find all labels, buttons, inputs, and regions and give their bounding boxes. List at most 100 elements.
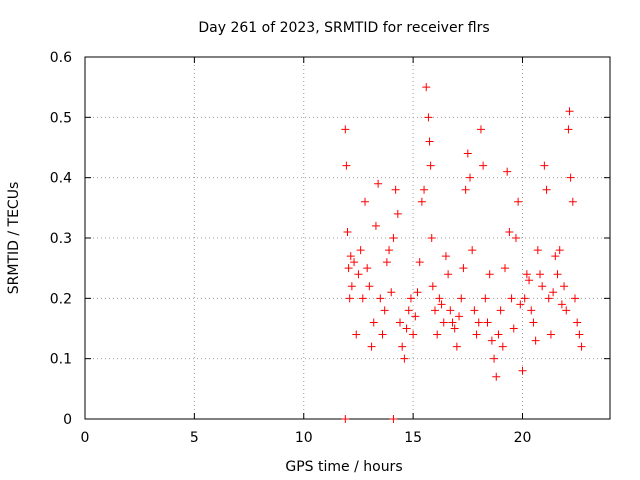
y-tick-label: 0.3 <box>50 231 72 247</box>
data-point <box>538 282 547 291</box>
data-point <box>562 306 571 315</box>
data-point <box>341 415 350 423</box>
data-point <box>424 113 433 122</box>
data-point <box>483 318 492 327</box>
data-point <box>427 234 436 242</box>
data-point <box>549 288 558 297</box>
data-point <box>571 294 579 303</box>
data-point <box>533 246 542 255</box>
data-point <box>380 306 389 315</box>
data-point <box>352 330 361 339</box>
data-point <box>459 264 468 273</box>
data-point <box>361 197 369 206</box>
data-point <box>503 167 512 176</box>
plot-frame <box>84 56 611 420</box>
data-point <box>490 354 499 363</box>
data-point <box>470 306 479 315</box>
data-point <box>378 330 387 339</box>
data-point <box>371 221 380 230</box>
data-point <box>365 282 374 291</box>
data-point <box>485 270 494 279</box>
data-point <box>551 252 560 261</box>
data-point <box>509 324 518 333</box>
data-point <box>564 125 573 134</box>
data-point <box>479 161 488 170</box>
chart-title: Day 261 of 2023, SRMTID for receiver flr… <box>198 20 489 36</box>
data-point <box>566 173 575 182</box>
data-point <box>481 294 490 303</box>
data-point <box>400 354 409 363</box>
data-point <box>557 300 566 309</box>
data-point <box>439 318 448 327</box>
data-point <box>498 342 507 351</box>
axis-ticks: 0 5 10 15 20 0 0.1 0.2 0.3 0.4 0.5 0.6 <box>50 50 610 446</box>
x-tick-label: 20 <box>514 430 532 446</box>
data-point <box>347 282 356 291</box>
series-srmtid <box>341 83 586 381</box>
x-axis-label: GPS time / hours <box>285 459 402 475</box>
data-point <box>450 324 459 333</box>
data-point <box>461 185 470 194</box>
x-tick-label: 15 <box>404 430 422 446</box>
data-point <box>391 185 400 194</box>
data-point <box>544 294 553 303</box>
data-point <box>393 209 402 218</box>
data-point <box>420 185 429 194</box>
x-tick-label: 10 <box>295 430 313 446</box>
y-tick-label: 0.6 <box>50 50 72 66</box>
data-point <box>402 324 411 333</box>
data-point <box>542 185 551 194</box>
y-tick-label: 0.2 <box>50 291 72 307</box>
data-point <box>472 330 481 339</box>
series-zero-markers <box>341 415 398 423</box>
data-point <box>356 246 365 255</box>
data-point <box>382 258 391 267</box>
data-point <box>411 312 420 321</box>
data-point <box>575 330 584 339</box>
y-tick-label: 0.5 <box>50 110 72 126</box>
data-point <box>518 366 527 375</box>
data-point <box>455 312 464 321</box>
grid-lines <box>85 57 610 419</box>
data-point <box>514 197 523 206</box>
data-point <box>441 252 450 261</box>
data-point <box>487 336 496 345</box>
data-point <box>496 306 505 315</box>
data-point <box>536 270 544 279</box>
x-tick-label: 0 <box>81 430 90 446</box>
data-point <box>463 149 472 158</box>
data-point <box>466 173 474 182</box>
data-point <box>565 107 574 116</box>
data-point <box>344 264 353 273</box>
data-point <box>341 125 350 134</box>
data-point <box>350 258 359 267</box>
data-point <box>511 234 520 242</box>
data-point <box>387 288 396 297</box>
data-point <box>525 276 534 285</box>
data-point <box>354 270 363 279</box>
data-point <box>446 306 455 315</box>
data-point <box>457 294 466 303</box>
data-point <box>409 330 418 339</box>
data-point <box>385 246 394 255</box>
y-axis-label: SRMTID / TECUs <box>6 182 22 295</box>
data-point <box>448 318 457 327</box>
y-tick-label: 0.4 <box>50 171 72 187</box>
data-point <box>426 161 435 170</box>
data-point <box>433 330 442 339</box>
data-point <box>435 294 444 303</box>
data-point <box>468 246 477 255</box>
data-point <box>492 372 501 381</box>
x-tick-label: 5 <box>190 430 199 446</box>
data-point <box>444 270 453 279</box>
data-point <box>553 270 562 279</box>
data-point <box>577 342 586 351</box>
data-point <box>516 300 525 309</box>
data-point <box>417 197 426 206</box>
data-point <box>494 330 503 339</box>
data-point <box>367 342 376 351</box>
data-point <box>343 227 352 236</box>
data-point <box>358 294 367 303</box>
data-point <box>531 336 540 345</box>
